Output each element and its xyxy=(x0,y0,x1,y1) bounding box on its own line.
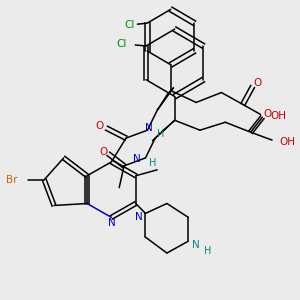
Text: O: O xyxy=(253,78,262,88)
Text: H: H xyxy=(204,246,212,256)
Text: N: N xyxy=(133,154,141,164)
Text: N: N xyxy=(135,212,142,222)
Text: N: N xyxy=(192,240,200,250)
Text: OH: OH xyxy=(280,137,296,147)
Polygon shape xyxy=(157,88,174,110)
Text: Cl: Cl xyxy=(116,39,127,49)
Text: H: H xyxy=(148,158,156,168)
Text: N: N xyxy=(146,123,153,133)
Polygon shape xyxy=(152,120,175,141)
Text: H: H xyxy=(158,129,165,139)
Text: Cl: Cl xyxy=(124,20,135,30)
Text: O: O xyxy=(263,109,271,119)
Text: O: O xyxy=(100,147,108,157)
Text: OH: OH xyxy=(270,111,286,121)
Text: Br: Br xyxy=(6,175,18,185)
Text: N: N xyxy=(107,218,115,228)
Text: O: O xyxy=(96,121,104,131)
